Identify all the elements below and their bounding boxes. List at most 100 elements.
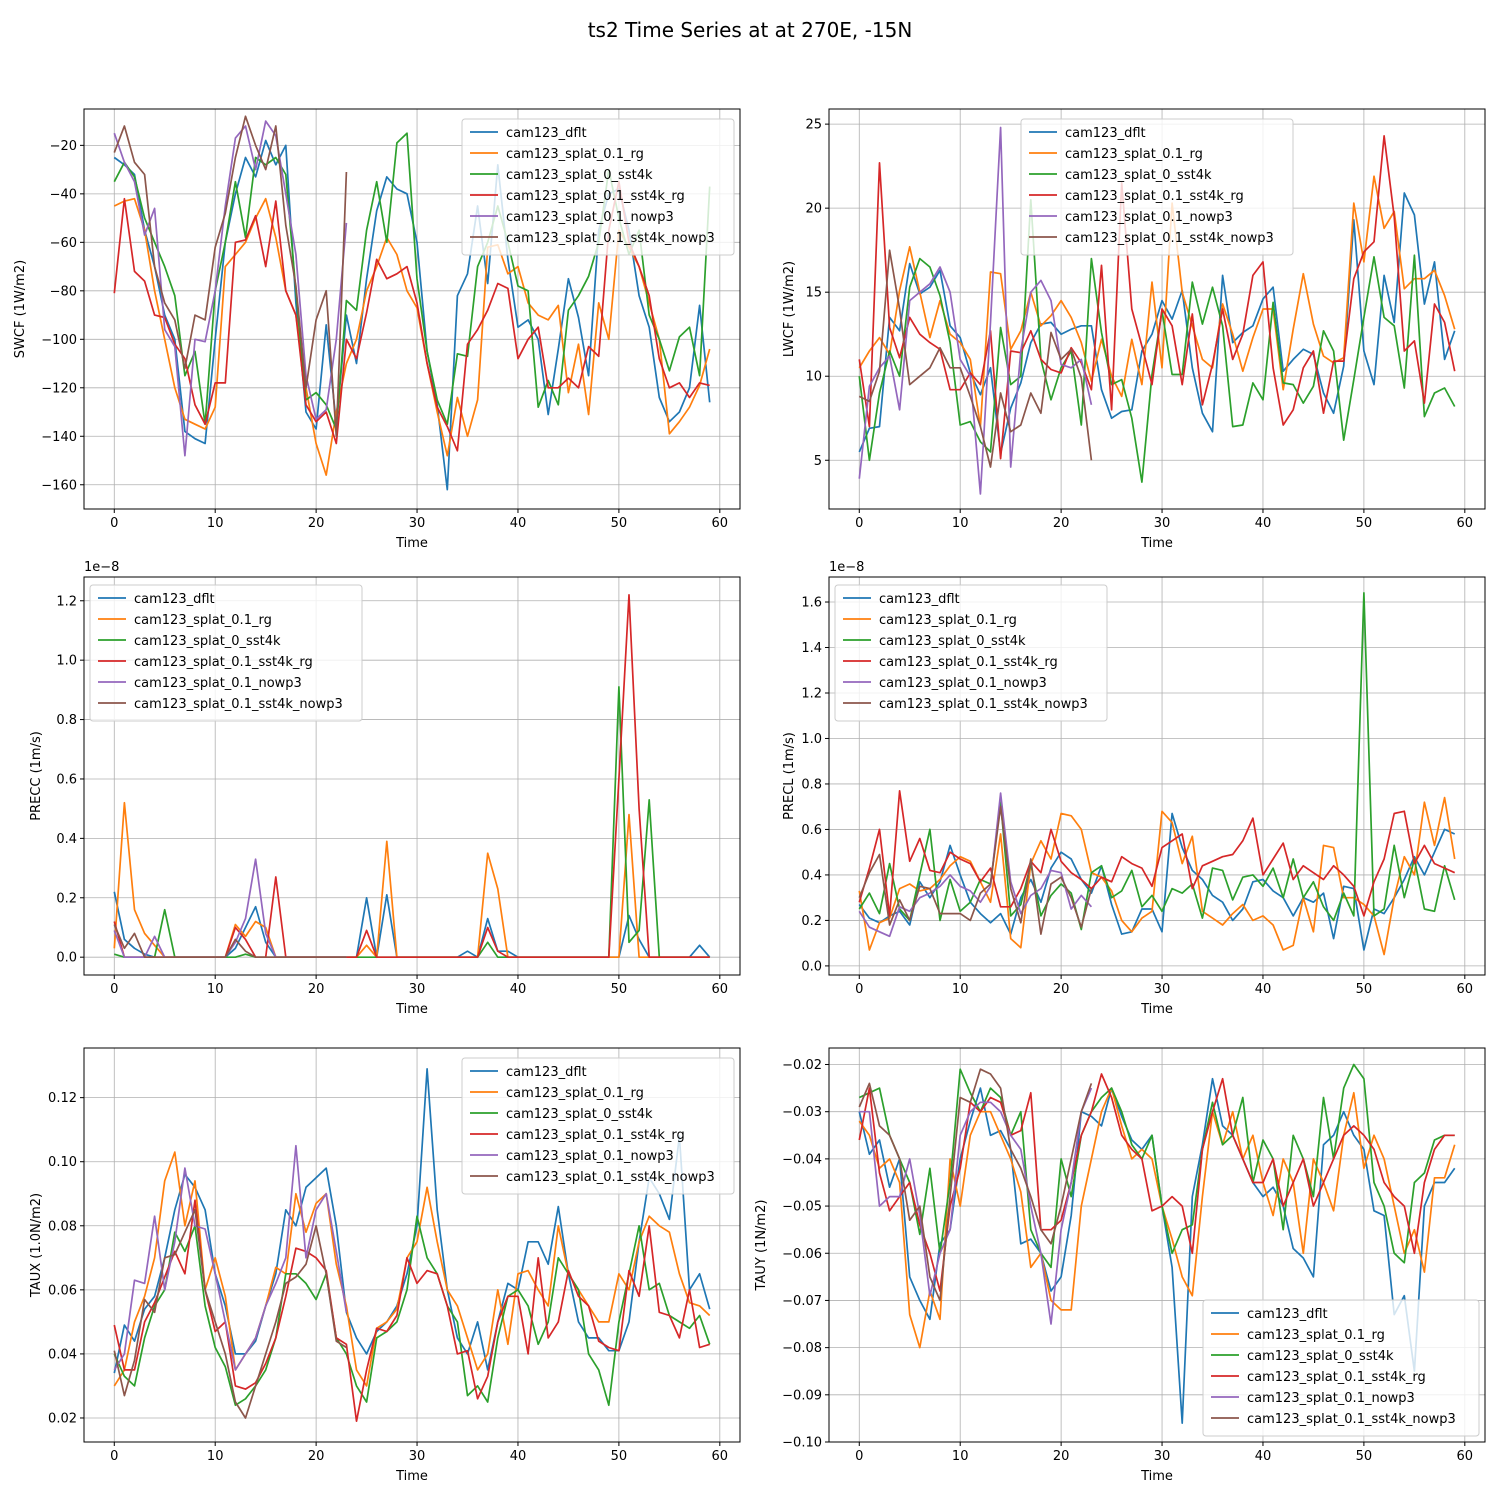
- legend-label-cam123-splat-0-1-sst4k-nowp3: cam123_splat_0.1_sst4k_nowp3: [506, 1170, 715, 1185]
- y-tick-label: −120: [41, 381, 77, 396]
- x-tick-label: 0: [110, 516, 118, 531]
- legend-label-cam123-splat-0-sst4k: cam123_splat_0_sst4k: [134, 634, 281, 649]
- y-tick-label: 0.6: [56, 772, 77, 787]
- x-tick-label: 30: [1154, 516, 1171, 531]
- subplot-precl: 0 10 20 30 40 50 60 0.0 0.2 0.4 0.6 0.8 1.0 1.2 1.4 1.6…: [782, 560, 1486, 1017]
- y-tick-label: 1.2: [56, 594, 77, 609]
- series-line-cam123-splat-0-sst4k: [858, 592, 1456, 931]
- legend-label-cam123-splat-0-sst4k: cam123_splat_0_sst4k: [506, 168, 653, 183]
- legend-label-cam123-splat-0-1-rg: cam123_splat_0.1_rg: [1247, 1328, 1385, 1343]
- series-lines: [113, 1067, 711, 1423]
- x-tick-label: 10: [952, 982, 969, 997]
- y-tick-label: 0.06: [48, 1283, 77, 1298]
- x-tick-label: 60: [1457, 1449, 1474, 1464]
- legend: cam123_dflt cam123_splat_0.1_rg cam123_spl…: [1202, 1299, 1480, 1437]
- y-tick-label: −0.06: [782, 1247, 822, 1262]
- y-tick-label: 0.8: [801, 777, 822, 792]
- x-tick-label: 60: [1457, 982, 1474, 997]
- x-tick-label: 0: [855, 516, 863, 531]
- legend-box: [1020, 118, 1294, 256]
- series-line-cam123-splat-0-1-sst4k-rg: [113, 1199, 710, 1423]
- x-tick-label: 50: [611, 982, 628, 997]
- legend: cam123_dflt cam123_splat_0.1_rg cam123_spl…: [461, 1057, 735, 1195]
- x-tick-label: 30: [409, 516, 426, 531]
- y-tick-label: 0.08: [48, 1219, 77, 1234]
- y-tick-label: 1.0: [56, 654, 77, 669]
- legend-box: [1202, 1299, 1480, 1437]
- y-tick-label: 25: [805, 118, 822, 133]
- x-tick-label: 50: [1356, 1449, 1373, 1464]
- x-tick-label: 50: [1356, 516, 1373, 531]
- axes-frame: [828, 1047, 1486, 1443]
- series-line-cam123-splat-0-1-nowp3: [858, 126, 1093, 495]
- legend-label-cam123-splat-0-1-rg: cam123_splat_0.1_rg: [879, 613, 1017, 628]
- legend: cam123_dflt cam123_splat_0.1_rg cam123_spl…: [1020, 118, 1294, 256]
- subplot-lwcf: 0 10 20 30 40 50 60 5 10 15 20 25 Time LWCF (1W/m2) ca…: [782, 108, 1486, 551]
- x-tick-label: 10: [952, 1449, 969, 1464]
- x-tick-label: 20: [308, 1449, 325, 1464]
- legend: cam123_dflt cam123_splat_0.1_rg cam123_spl…: [89, 584, 363, 722]
- x-tick-label: 20: [308, 982, 325, 997]
- y-tick-label: 1.6: [801, 596, 822, 611]
- subplot-swcf: 0 10 20 30 40 50 60 −160 −140 −120 −100 −80 −60 −40 −2…: [13, 108, 741, 551]
- y-tick-label: −0.02: [782, 1058, 822, 1073]
- series-line-cam123-splat-0-1-sst4k-rg: [858, 789, 1456, 917]
- legend-label-cam123-splat-0-1-nowp3: cam123_splat_0.1_nowp3: [1065, 210, 1233, 225]
- x-tick-label: 40: [510, 1449, 527, 1464]
- y-tick-label: 0.04: [48, 1347, 77, 1362]
- subplot-taux: 0 10 20 30 40 50 60 0.02 0.04 0.06 0.08 0.10 0.12 Tim…: [29, 1047, 741, 1484]
- x-tick-label: 30: [409, 982, 426, 997]
- y-tick-label: −140: [41, 430, 77, 445]
- x-tick-label: 30: [409, 1449, 426, 1464]
- legend-label-cam123-splat-0-1-nowp3: cam123_splat_0.1_nowp3: [1247, 1391, 1415, 1406]
- legend-label-cam123-splat-0-1-sst4k-rg: cam123_splat_0.1_sst4k_rg: [879, 655, 1058, 670]
- series-lines: [858, 126, 1456, 495]
- figure-title: ts2 Time Series at at 270E, -15N: [588, 18, 913, 42]
- x-axis-label: Time: [1140, 1469, 1173, 1484]
- y-tick-label: 15: [805, 286, 822, 301]
- y-tick-label: −0.09: [782, 1388, 822, 1403]
- y-tick-label: 0.4: [56, 832, 77, 847]
- series-line-cam123-splat-0-1-nowp3: [859, 1087, 1093, 1325]
- legend-label-cam123-dflt: cam123_dflt: [506, 1065, 587, 1080]
- series-line-cam123-splat-0-1-sst4k-nowp3: [113, 1208, 347, 1419]
- legend-label-cam123-dflt: cam123_dflt: [879, 592, 960, 607]
- axes-frame: [828, 108, 1486, 510]
- series-line-cam123-splat-0-1-sst4k-rg: [858, 1073, 1455, 1292]
- series-lines: [858, 592, 1456, 956]
- x-tick-label: 0: [855, 1449, 863, 1464]
- subplot-tauy: 0 10 20 30 40 50 60 −0.10 −0.09 −0.08 −0.07 −0.06 −0…: [754, 1047, 1486, 1484]
- y-tick-label: −0.07: [782, 1294, 822, 1309]
- series-line-cam123-dflt: [858, 192, 1456, 455]
- y-tick-label: 0.12: [48, 1091, 77, 1106]
- x-axis-label: Time: [395, 1469, 428, 1484]
- x-tick-label: 50: [611, 1449, 628, 1464]
- legend-label-cam123-splat-0-1-sst4k-rg: cam123_splat_0.1_sst4k_rg: [506, 1128, 685, 1143]
- series-line-cam123-splat-0-1-sst4k-nowp3: [113, 115, 348, 438]
- y-tick-label: −80: [50, 284, 77, 299]
- x-tick-label: 0: [110, 1449, 118, 1464]
- axes-frame: [828, 576, 1486, 976]
- series-lines: [113, 593, 711, 959]
- legend-label-cam123-splat-0-1-rg: cam123_splat_0.1_rg: [506, 1086, 644, 1101]
- x-tick-label: 60: [1457, 516, 1474, 531]
- legend-label-cam123-dflt: cam123_dflt: [134, 592, 215, 607]
- legend-label-cam123-splat-0-sst4k: cam123_splat_0_sst4k: [1065, 168, 1212, 183]
- subplot-precc: 0 10 20 30 40 50 60 0.0 0.2 0.4 0.6 0.8 1.0 1.2 1e−8 Ti…: [29, 560, 741, 1017]
- series-line-cam123-splat-0-sst4k: [858, 1063, 1455, 1269]
- legend-label-cam123-splat-0-1-nowp3: cam123_splat_0.1_nowp3: [134, 676, 302, 691]
- y-axis-label: SWCF (1W/m2): [13, 260, 28, 358]
- subplot-grid: 0 10 20 30 40 50 60−160−140−120−100−80−60−40−2…: [13, 108, 1486, 1484]
- x-tick-label: 60: [712, 1449, 729, 1464]
- legend-label-cam123-splat-0-1-sst4k-nowp3: cam123_splat_0.1_sst4k_nowp3: [879, 697, 1088, 712]
- legend-label-cam123-splat-0-sst4k: cam123_splat_0_sst4k: [1247, 1349, 1394, 1364]
- x-axis-label: Time: [1140, 536, 1173, 551]
- y-tick-label: 0.0: [801, 959, 822, 974]
- y-tick-label: 10: [805, 370, 822, 385]
- x-tick-label: 30: [1154, 1449, 1171, 1464]
- series-line-cam123-splat-0-1-sst4k-rg: [858, 135, 1456, 460]
- y-tick-label: 0.4: [801, 868, 822, 883]
- legend-label-cam123-dflt: cam123_dflt: [1247, 1307, 1328, 1322]
- x-tick-label: 40: [510, 516, 527, 531]
- x-tick-label: 40: [510, 982, 527, 997]
